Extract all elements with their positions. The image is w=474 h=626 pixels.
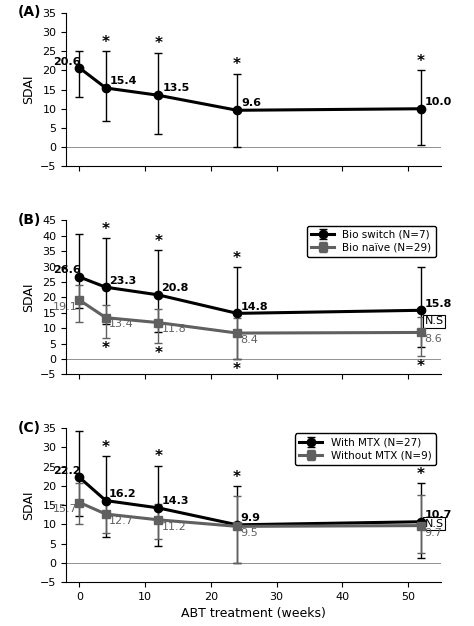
Text: *: * xyxy=(155,36,162,51)
Text: *: * xyxy=(233,362,241,377)
Text: *: * xyxy=(417,251,425,266)
Text: 15.4: 15.4 xyxy=(109,76,137,86)
Text: N.S: N.S xyxy=(424,316,444,326)
Text: *: * xyxy=(233,251,241,266)
Text: *: * xyxy=(233,57,241,72)
Text: 22.2: 22.2 xyxy=(53,466,81,476)
Text: *: * xyxy=(155,346,162,361)
Text: *: * xyxy=(102,35,110,50)
Text: 8.4: 8.4 xyxy=(240,335,258,344)
Text: 13.5: 13.5 xyxy=(162,83,190,93)
Text: *: * xyxy=(102,222,110,237)
Text: N.S: N.S xyxy=(424,519,444,529)
Y-axis label: SDAI: SDAI xyxy=(22,74,35,105)
Text: 11.2: 11.2 xyxy=(162,521,186,531)
Text: 9.6: 9.6 xyxy=(241,98,261,108)
Text: 14.8: 14.8 xyxy=(240,302,268,312)
Text: 13.4: 13.4 xyxy=(109,319,134,329)
Text: 20.6: 20.6 xyxy=(53,57,81,67)
Text: 11.8: 11.8 xyxy=(162,324,186,334)
X-axis label: ABT treatment (weeks): ABT treatment (weeks) xyxy=(181,607,326,620)
Text: 15.8: 15.8 xyxy=(424,299,452,309)
Text: (C): (C) xyxy=(18,421,41,434)
Text: 19.1: 19.1 xyxy=(53,302,78,312)
Text: *: * xyxy=(417,467,425,482)
Text: 10.0: 10.0 xyxy=(425,97,452,107)
Text: 26.6: 26.6 xyxy=(53,265,81,275)
Text: 9.7: 9.7 xyxy=(424,528,442,538)
Text: *: * xyxy=(155,234,162,249)
Text: *: * xyxy=(233,470,241,485)
Text: 8.6: 8.6 xyxy=(424,334,442,344)
Y-axis label: SDAI: SDAI xyxy=(22,490,35,520)
Text: *: * xyxy=(417,54,425,69)
Text: *: * xyxy=(417,359,425,374)
Text: (A): (A) xyxy=(18,5,41,19)
Text: 23.3: 23.3 xyxy=(109,275,137,285)
Text: *: * xyxy=(102,440,110,454)
Text: 9.5: 9.5 xyxy=(240,528,258,538)
Text: 10.7: 10.7 xyxy=(424,510,452,520)
Y-axis label: SDAI: SDAI xyxy=(22,282,35,312)
Text: 20.8: 20.8 xyxy=(162,284,189,294)
Legend: Bio switch (N=7), Bio naïve (N=29): Bio switch (N=7), Bio naïve (N=29) xyxy=(307,225,436,257)
Text: (B): (B) xyxy=(18,213,41,227)
Text: 14.3: 14.3 xyxy=(162,496,189,506)
Text: 12.7: 12.7 xyxy=(109,516,134,526)
Text: *: * xyxy=(102,341,110,356)
Legend: With MTX (N=27), Without MTX (N=9): With MTX (N=27), Without MTX (N=9) xyxy=(295,433,436,465)
Text: 9.9: 9.9 xyxy=(240,513,260,523)
Text: *: * xyxy=(155,449,162,464)
Text: 15.7: 15.7 xyxy=(53,505,78,515)
Text: 16.2: 16.2 xyxy=(109,489,137,499)
